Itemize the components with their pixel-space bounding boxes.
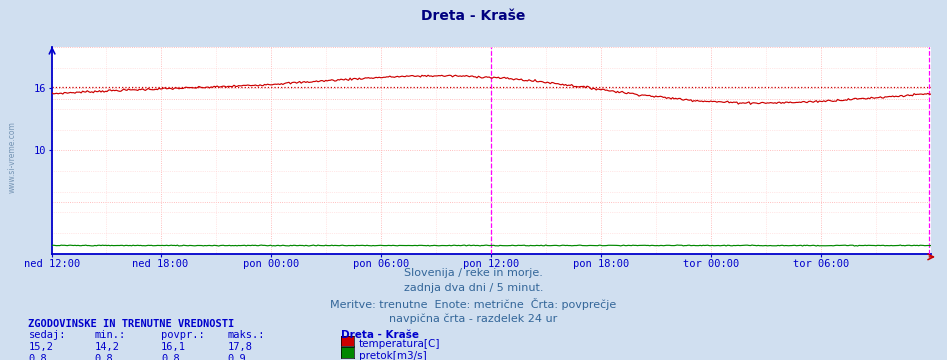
Text: maks.:: maks.: [227,330,265,340]
Text: 0,8: 0,8 [95,354,114,360]
Text: temperatura[C]: temperatura[C] [359,339,440,350]
Text: Dreta - Kraše: Dreta - Kraše [341,330,419,340]
Text: Meritve: trenutne  Enote: metrične  Črta: povprečje: Meritve: trenutne Enote: metrične Črta: … [331,298,616,310]
Text: Dreta - Kraše: Dreta - Kraše [421,9,526,23]
Text: Slovenija / reke in morje.: Slovenija / reke in morje. [404,268,543,278]
Text: www.si-vreme.com: www.si-vreme.com [8,121,17,193]
Text: 0,8: 0,8 [161,354,180,360]
Text: 14,2: 14,2 [95,342,119,352]
Text: povpr.:: povpr.: [161,330,205,340]
Text: zadnja dva dni / 5 minut.: zadnja dva dni / 5 minut. [403,283,544,293]
Text: pretok[m3/s]: pretok[m3/s] [359,351,427,360]
Text: 0,8: 0,8 [28,354,47,360]
Text: sedaj:: sedaj: [28,330,66,340]
Text: 17,8: 17,8 [227,342,252,352]
Text: min.:: min.: [95,330,126,340]
Text: ZGODOVINSKE IN TRENUTNE VREDNOSTI: ZGODOVINSKE IN TRENUTNE VREDNOSTI [28,319,235,329]
Text: navpična črta - razdelek 24 ur: navpična črta - razdelek 24 ur [389,314,558,324]
Text: 0,9: 0,9 [227,354,246,360]
Text: 16,1: 16,1 [161,342,186,352]
Text: 15,2: 15,2 [28,342,53,352]
